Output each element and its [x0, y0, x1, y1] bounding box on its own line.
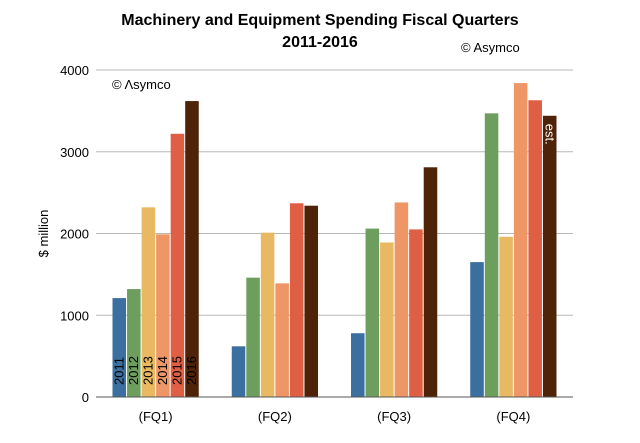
chart-subtitle: 2011-2016: [282, 34, 358, 51]
bar-2015-0: [170, 133, 185, 397]
bar-2014-3: [513, 83, 528, 397]
x-tick-label: (FQ1): [139, 409, 173, 424]
bar-2011-1: [231, 346, 246, 397]
estimate-label: est.: [543, 124, 558, 145]
bar-2016-0: [185, 101, 199, 397]
bar-2011-0: [112, 298, 127, 397]
copyright-inner: © Λsymco: [112, 77, 171, 92]
y-tick-label: 0: [82, 390, 89, 405]
x-tick-label: (FQ2): [258, 409, 292, 424]
y-axis-title: $ million: [36, 210, 51, 258]
bar-2013-0: [141, 207, 156, 397]
series-label-2016: 2016: [184, 356, 199, 385]
bar-2012-0: [127, 289, 141, 397]
bar-2011-2: [351, 333, 365, 397]
series-label-2014: 2014: [155, 356, 170, 385]
bar-2016-2: [423, 167, 438, 397]
bar-2012-2: [365, 228, 380, 397]
bar-2014-1: [275, 283, 289, 397]
y-tick-label: 1000: [60, 308, 89, 323]
copyright-top: © Asymco: [461, 40, 520, 55]
bar-2016-3: [542, 115, 557, 397]
bar-2015-2: [409, 229, 423, 397]
x-tick-label: (FQ3): [377, 409, 411, 424]
bar-2014-2: [394, 202, 409, 397]
bar-2011-3: [470, 262, 484, 397]
bar-2014-0: [156, 234, 170, 397]
bar-2015-1: [289, 203, 304, 397]
bar-2015-3: [528, 100, 542, 397]
series-label-2015: 2015: [169, 356, 184, 385]
y-tick-label: 4000: [60, 63, 89, 78]
chart-title: Machinery and Equipment Spending Fiscal …: [121, 12, 519, 29]
x-tick-label: (FQ4): [496, 409, 530, 424]
bar-2016-1: [304, 205, 318, 397]
bar-2013-1: [260, 232, 275, 397]
y-tick-label: 2000: [60, 227, 89, 242]
bar-2012-3: [484, 113, 499, 397]
bar-2013-2: [380, 242, 394, 397]
bar-2013-3: [499, 236, 513, 397]
series-label-2011: 2011: [111, 357, 126, 385]
bar-2012-1: [246, 277, 260, 397]
series-label-2013: 2013: [140, 356, 155, 385]
series-label-2012: 2012: [126, 356, 141, 385]
y-tick-label: 3000: [60, 145, 89, 160]
